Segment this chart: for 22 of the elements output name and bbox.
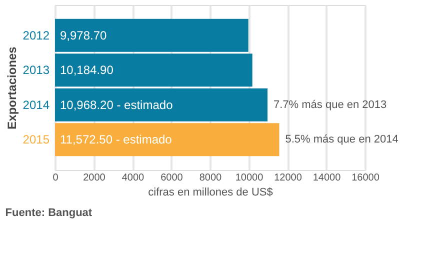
annotation: 5.5% más que en 2014 [285, 134, 398, 146]
y-tick-label: 2014 [22, 98, 50, 112]
source-note: Fuente: Banguat [5, 207, 92, 219]
x-tick-label: 16000 [352, 172, 380, 184]
x-tick-label: 2000 [83, 172, 106, 184]
y-tick-label: 2012 [22, 28, 50, 42]
x-tick-label: 0 [52, 172, 59, 184]
y-axis-title: Exportaciones [4, 46, 19, 130]
data-label: 10,184.90 [60, 63, 114, 78]
x-tick-label: 12000 [274, 172, 302, 184]
x-tick-label: 10000 [235, 172, 264, 184]
x-tick-label: 14000 [312, 172, 342, 184]
x-tick-label: 4000 [122, 172, 145, 184]
x-tick-label: 6000 [160, 172, 184, 184]
annotation: 7.7% más que en 2013 [274, 98, 387, 111]
data-label: 11,572.50 - estimado [60, 132, 172, 147]
x-axis-title: cifras en millones de US$ [148, 186, 273, 198]
data-label: 10,968.20 - estimado [60, 98, 174, 112]
x-tick-label: 8000 [199, 172, 222, 184]
y-tick-label: 2015 [22, 132, 50, 147]
data-label: 9,978.70 [60, 28, 108, 42]
y-tick-label: 2013 [22, 63, 50, 78]
